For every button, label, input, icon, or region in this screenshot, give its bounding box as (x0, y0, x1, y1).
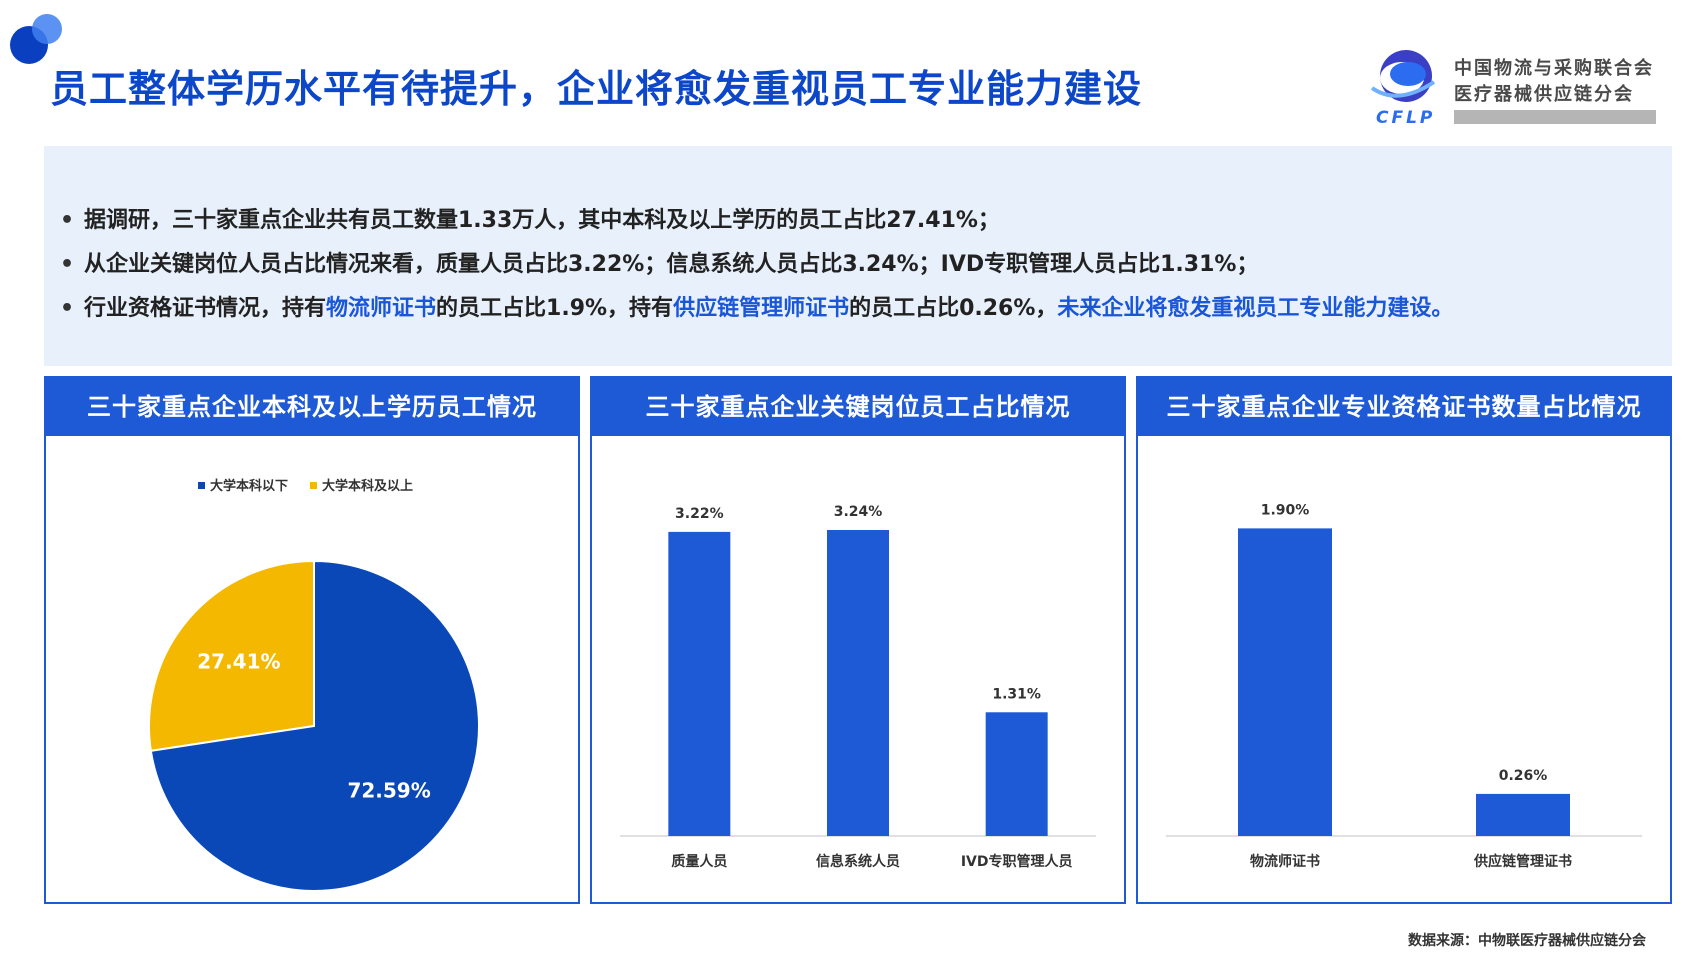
bar (827, 530, 889, 836)
bullet-3-highlight-a: 物流师证书 (326, 296, 437, 321)
legend-swatch (310, 482, 317, 489)
bullet-marker: • (60, 208, 75, 233)
bullet-3-text-b: 的员工占比1.9%，持有 (436, 296, 674, 321)
summary-bullet-3: • 行业资格证书情况，持有物流师证书的员工占比1.9%，持有供应链管理师证书的员工… (60, 290, 1453, 322)
logo-english-band (1454, 110, 1656, 124)
bullet-3-text-c: 的员工占比0.26%， (849, 296, 1058, 321)
bar-data-label: 0.26% (1499, 768, 1548, 784)
bar (1476, 793, 1570, 836)
bullet-3-highlight-b: 供应链管理师证书 (673, 296, 850, 321)
pie-slice (149, 559, 480, 892)
x-tick-label: 质量人员 (671, 853, 727, 870)
summary-bullet-2: • 从企业关键岗位人员占比情况来看，质量人员占比3.22%；信息系统人员占比3.2… (60, 246, 1258, 278)
logo-brand-text: CFLP (1376, 108, 1436, 128)
bullet-3-text-a: 行业资格证书情况，持有 (84, 296, 327, 321)
role-bar-chart-panel: 三十家重点企业关键岗位员工占比情况 3.22% 质量人员 3.24% 信息系统人员 1.… (590, 376, 1126, 904)
bar-data-label: 1.31% (992, 686, 1041, 702)
x-tick-label: 供应链管理证书 (1473, 853, 1572, 870)
x-tick-label: 物流师证书 (1250, 853, 1320, 870)
cert-bar-chart-panel: 三十家重点企业专业资格证书数量占比情况 1.90% 物流师证书 0.26% 供应链管理… (1136, 376, 1672, 904)
x-tick-label: 信息系统人员 (816, 853, 900, 870)
logo-org-line2: 医疗器械供应链分会 (1454, 84, 1634, 105)
bar (668, 531, 731, 836)
bullet-marker: • (60, 296, 75, 321)
pie-data-label: 27.41% (197, 649, 280, 673)
legend-swatch (198, 482, 205, 489)
page-title: 员工整体学历水平有待提升，企业将愈发重视员工专业能力建设 (50, 67, 1143, 111)
pie-chart-title: 三十家重点企业本科及以上学历员工情况 (46, 378, 578, 436)
pie-slice (148, 559, 315, 753)
bullet-3-highlight-c: 未来企业将愈发重视员工专业能力建设。 (1057, 296, 1454, 321)
logo-org-line1: 中国物流与采购联合会 (1454, 58, 1654, 79)
pie-chart-panel: 三十家重点企业本科及以上学历员工情况 大学本科以下 大学本科及以上 27.41% 72… (44, 376, 580, 904)
legend-label: 大学本科及以上 (322, 478, 413, 494)
bullet-1-text: 据调研，三十家重点企业共有员工数量1.33万人，其中本科及以上学历的员工占比27… (84, 208, 1000, 233)
org-logo: CFLP 中国物流与采购联合会 医疗器械供应链分会 (1362, 44, 1662, 130)
bar-data-label: 1.90% (1261, 502, 1310, 518)
cert-bar-chart: 1.90% 物流师证书 0.26% 供应链管理证书 (1166, 502, 1642, 870)
pie-chart: 大学本科以下 大学本科及以上 27.41% 72.59% (148, 478, 480, 892)
bar-data-label: 3.24% (834, 504, 883, 520)
bar-data-label: 3.22% (675, 506, 724, 522)
cflp-globe-icon (1370, 50, 1436, 102)
bullet-2-text: 从企业关键岗位人员占比情况来看，质量人员占比3.22%；信息系统人员占比3.24… (84, 252, 1259, 277)
x-tick-label: IVD专职管理人员 (961, 853, 1073, 870)
pie-data-label: 72.59% (347, 779, 430, 803)
decor-circle-small (32, 14, 62, 44)
data-source-note: 数据来源：中物联医疗器械供应链分会 (1408, 933, 1646, 949)
legend-label: 大学本科以下 (210, 478, 288, 494)
cert-bar-chart-title: 三十家重点企业专业资格证书数量占比情况 (1138, 378, 1670, 436)
bar (985, 712, 1048, 836)
role-bar-chart: 3.22% 质量人员 3.24% 信息系统人员 1.31% IVD专职管理人员 (620, 504, 1096, 870)
role-bar-chart-title: 三十家重点企业关键岗位员工占比情况 (592, 378, 1124, 436)
bar (1238, 528, 1332, 836)
summary-bullet-1: • 据调研，三十家重点企业共有员工数量1.33万人，其中本科及以上学历的员工占比2… (60, 202, 1000, 234)
summary-box: • 据调研，三十家重点企业共有员工数量1.33万人，其中本科及以上学历的员工占比2… (44, 146, 1672, 366)
bullet-marker: • (60, 252, 75, 277)
